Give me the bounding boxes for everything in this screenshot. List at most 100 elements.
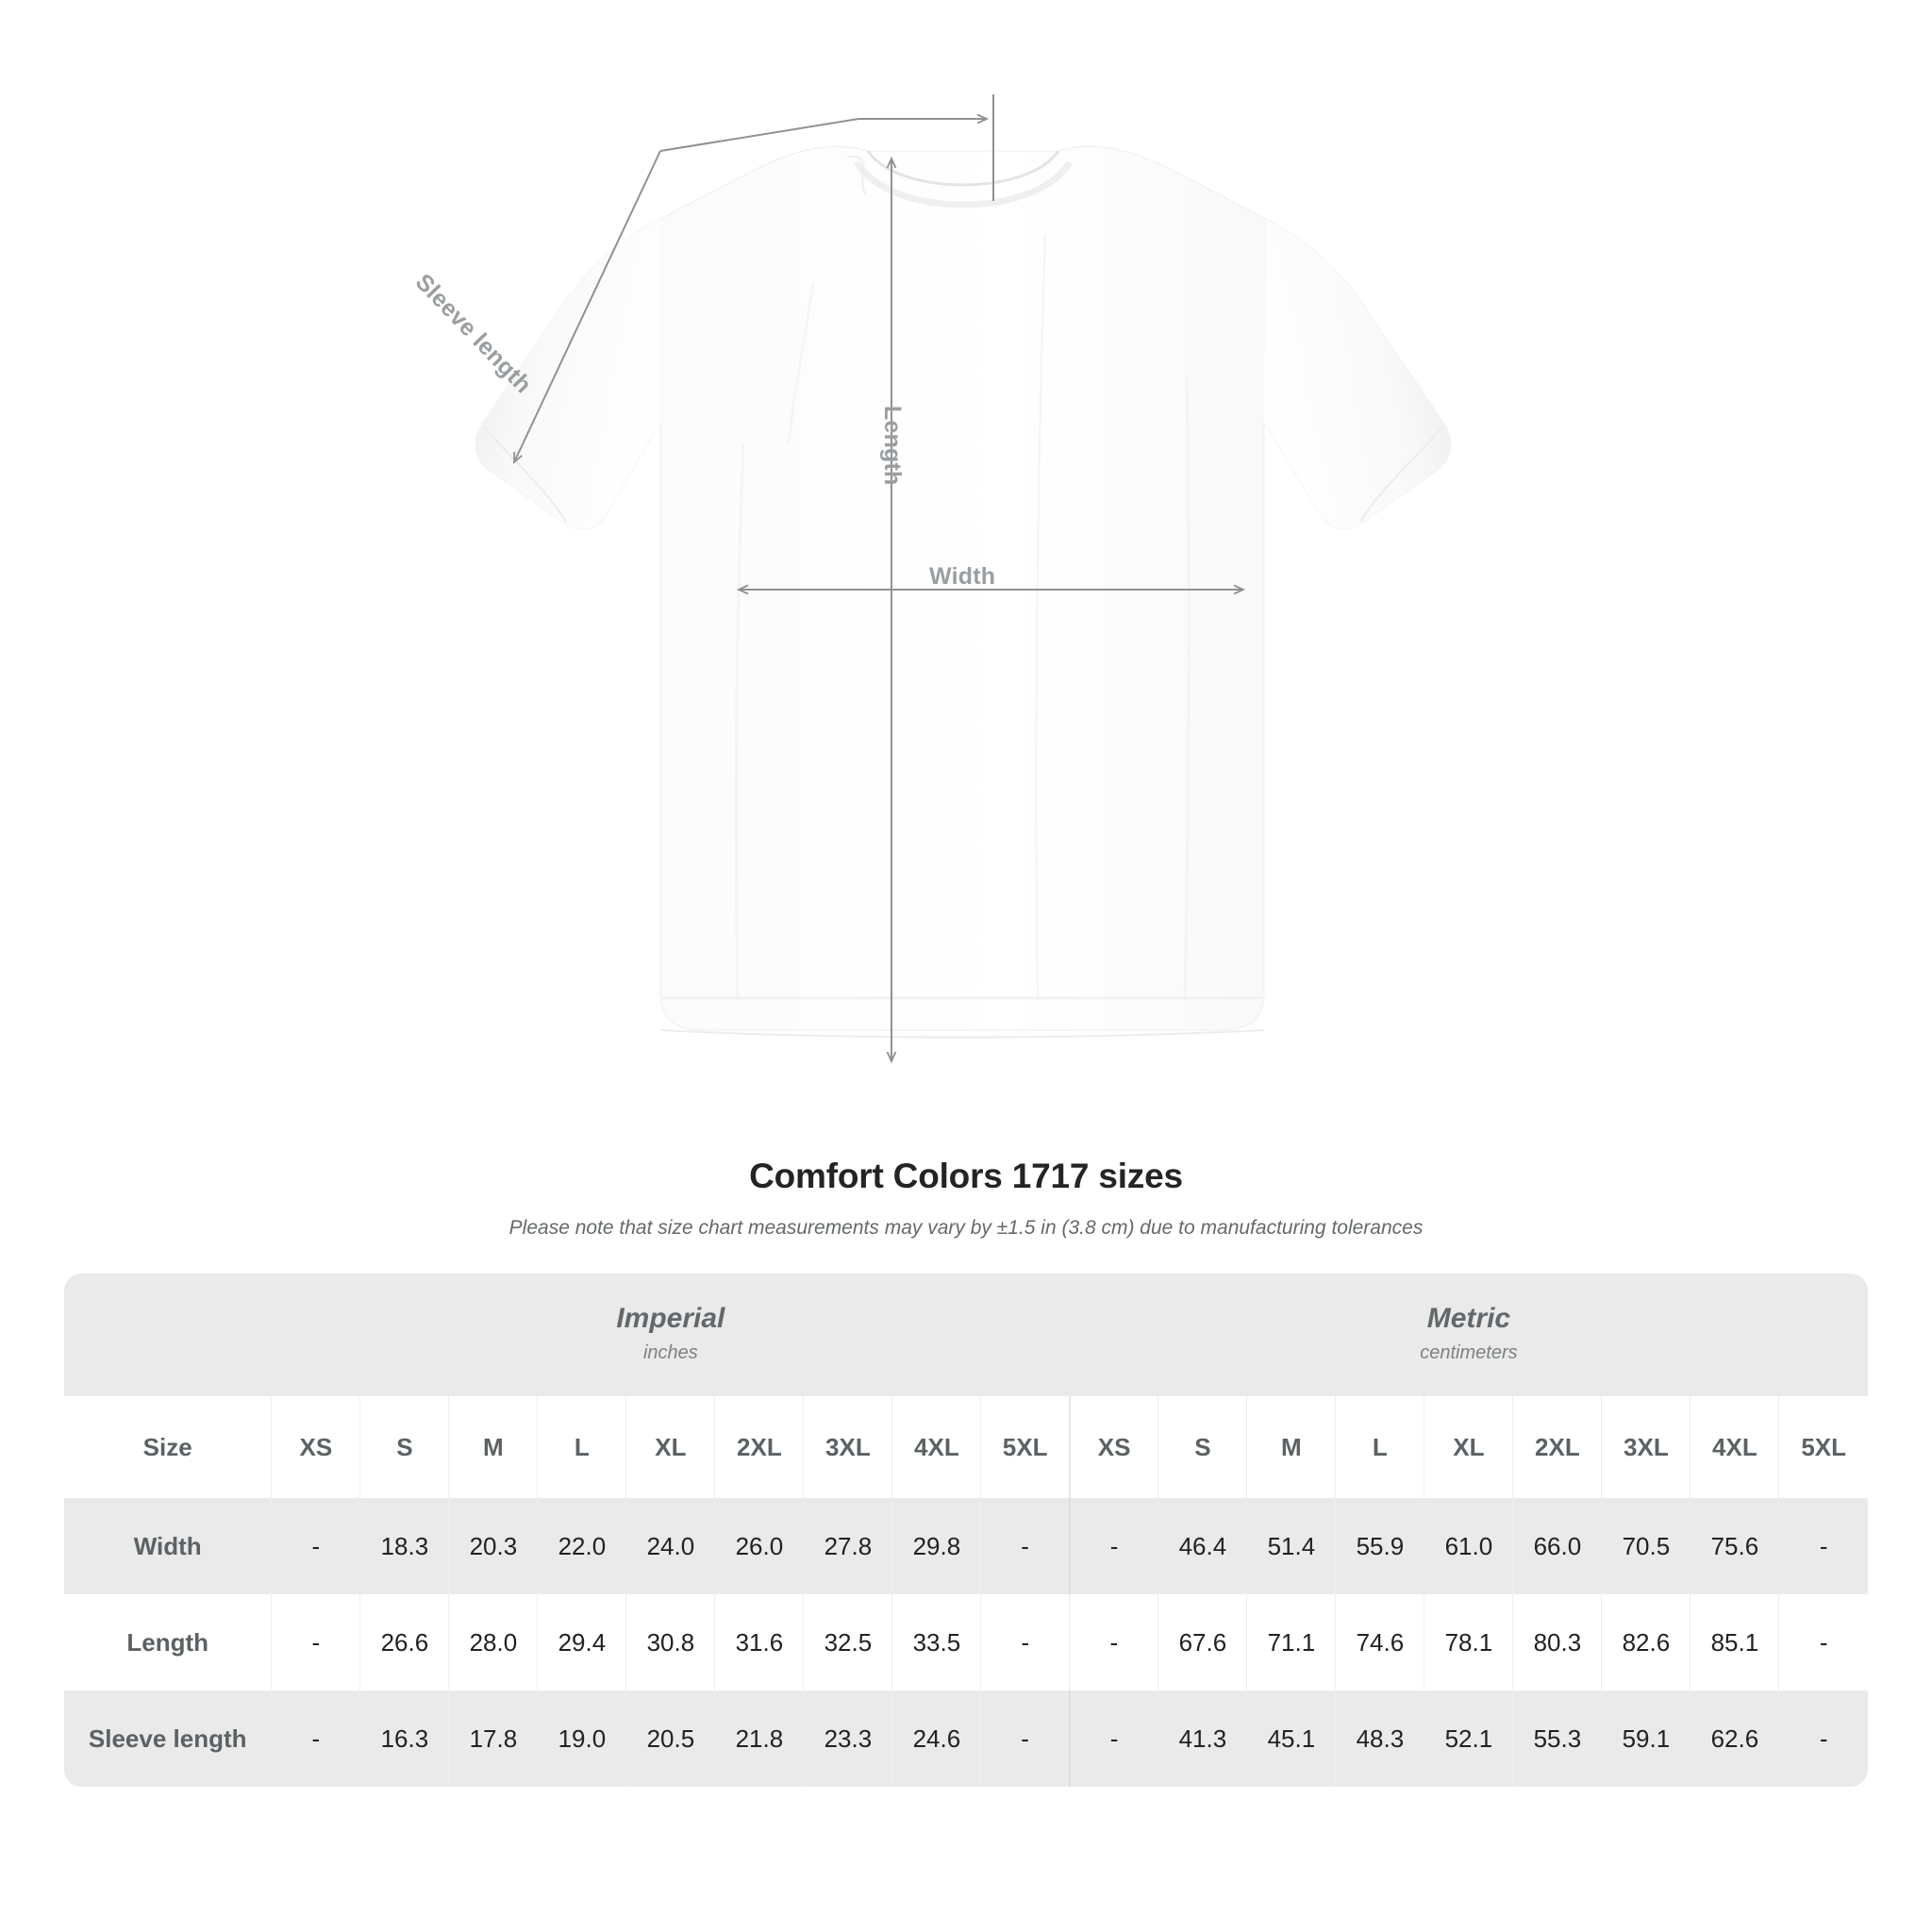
- size-header-metric-3xl: 3XL: [1601, 1396, 1690, 1498]
- cell-length-imperial-2xl: 31.6: [714, 1594, 804, 1690]
- size-header-imperial-2xl: 2XL: [714, 1396, 804, 1498]
- width-label: Width: [929, 563, 996, 590]
- cell-sleeve-length-imperial-2xl: 21.8: [714, 1690, 804, 1787]
- cell-length-imperial-s: 26.6: [359, 1594, 449, 1690]
- unit-name: Imperial: [616, 1303, 725, 1335]
- measurement-guides: [513, 94, 1246, 1064]
- cell-width-imperial-m: 20.3: [448, 1498, 538, 1594]
- cell-sleeve-length-imperial-m: 17.8: [448, 1690, 538, 1787]
- cell-sleeve-length-imperial-xs: -: [271, 1690, 360, 1787]
- size-chart-section: Comfort Colors 1717 sizes Please note th…: [0, 1123, 1932, 1787]
- chart-disclaimer: Please note that size chart measurements…: [508, 1217, 1424, 1239]
- cell-width-imperial-2xl: 26.0: [714, 1498, 804, 1594]
- size-header-imperial-5xl: 5XL: [980, 1396, 1070, 1498]
- cell-sleeve-length-imperial-s: 16.3: [359, 1690, 449, 1787]
- cell-sleeve-length-imperial-xl: 20.5: [625, 1690, 715, 1787]
- cell-sleeve-length-metric-xs: -: [1068, 1690, 1158, 1787]
- cell-length-imperial-l: 29.4: [537, 1594, 626, 1690]
- length-label: Length: [879, 406, 906, 486]
- cell-length-metric-l: 74.6: [1335, 1594, 1424, 1690]
- cell-sleeve-length-metric-m: 45.1: [1246, 1690, 1336, 1787]
- table-row: Width -18.3 20.3 22.0 24.0 26.0 27.8 29.8- -46.4…: [64, 1498, 1868, 1594]
- cell-width-metric-l: 55.9: [1335, 1498, 1424, 1594]
- size-table-container: Imperial inches Metric centimeters Size XS S M L…: [0, 1274, 1932, 1787]
- cell-length-imperial-xl: 30.8: [625, 1594, 715, 1690]
- cell-width-imperial-5xl: -: [980, 1498, 1070, 1594]
- cell-length-imperial-4xl: 33.5: [891, 1594, 981, 1690]
- cell-sleeve-length-imperial-4xl: 24.6: [891, 1690, 981, 1787]
- size-header-metric-4xl: 4XL: [1690, 1396, 1779, 1498]
- row-label-sleeve-length: Sleeve length: [64, 1690, 272, 1787]
- tshirt-illustration: Sleeve length Length Width: [410, 94, 1452, 1064]
- cell-length-metric-s: 67.6: [1158, 1594, 1247, 1690]
- cell-length-metric-4xl: 85.1: [1690, 1594, 1779, 1690]
- size-header-metric-2xl: 2XL: [1512, 1396, 1602, 1498]
- unit-header-imperial: Imperial inches: [271, 1274, 1070, 1396]
- cell-sleeve-length-metric-4xl: 62.6: [1690, 1690, 1779, 1787]
- sleeve-arrow-diagonal: [513, 150, 661, 464]
- cell-width-imperial-3xl: 27.8: [803, 1498, 892, 1594]
- cell-length-metric-xs: -: [1069, 1594, 1158, 1690]
- size-header-metric-xs: XS: [1068, 1396, 1158, 1498]
- size-header-label: Size: [64, 1396, 272, 1498]
- cell-width-metric-s: 46.4: [1158, 1498, 1247, 1594]
- unit-subtitle: centimeters: [1420, 1341, 1518, 1363]
- unit-subtitle: inches: [642, 1341, 698, 1363]
- cell-sleeve-length-metric-s: 41.3: [1158, 1690, 1247, 1787]
- tshirt-shape: [475, 145, 1452, 1039]
- cell-length-metric-xl: 78.1: [1424, 1594, 1513, 1690]
- cell-width-imperial-s: 18.3: [359, 1498, 449, 1594]
- size-header-imperial-s: S: [359, 1396, 449, 1498]
- unit-band-row: Imperial inches Metric centimeters: [64, 1274, 1868, 1396]
- cell-width-imperial-l: 22.0: [537, 1498, 626, 1594]
- cell-sleeve-length-imperial-3xl: 23.3: [803, 1690, 892, 1787]
- size-header-imperial-l: L: [537, 1396, 626, 1498]
- sleeve-elbow: [659, 118, 859, 152]
- size-header-metric-m: M: [1246, 1396, 1336, 1498]
- cell-width-metric-xl: 61.0: [1424, 1498, 1513, 1594]
- cell-sleeve-length-metric-3xl: 59.1: [1601, 1690, 1690, 1787]
- cell-width-metric-xs: -: [1068, 1498, 1158, 1594]
- table-row: Sleeve length -16.3 17.8 19.0 20.5 21.8 23.3 24…: [64, 1690, 1868, 1787]
- cell-length-imperial-5xl: -: [980, 1594, 1070, 1690]
- cell-sleeve-length-imperial-5xl: -: [980, 1690, 1070, 1787]
- size-table: Imperial inches Metric centimeters Size XS S M L…: [64, 1274, 1868, 1787]
- unit-name: Metric: [1426, 1303, 1511, 1335]
- row-label-length: Length: [64, 1594, 272, 1690]
- cell-sleeve-length-imperial-l: 19.0: [537, 1690, 626, 1787]
- cell-width-imperial-xs: -: [271, 1498, 360, 1594]
- cell-length-metric-3xl: 82.6: [1601, 1594, 1690, 1690]
- size-header-metric-xl: XL: [1424, 1396, 1513, 1498]
- cell-length-metric-5xl: -: [1778, 1594, 1868, 1690]
- size-header-imperial-m: M: [448, 1396, 538, 1498]
- unit-band-spacer: [64, 1274, 272, 1396]
- size-header-row: Size XS S M L XL 2XL 3XL 4XL 5XL XS S M L XL 2XL 3XL 4XL 5…: [64, 1396, 1868, 1498]
- cell-sleeve-length-metric-xl: 52.1: [1424, 1690, 1513, 1787]
- size-header-imperial-xl: XL: [625, 1396, 715, 1498]
- cell-sleeve-length-metric-l: 48.3: [1335, 1690, 1424, 1787]
- cell-sleeve-length-metric-2xl: 55.3: [1512, 1690, 1602, 1787]
- cell-length-imperial-3xl: 32.5: [803, 1594, 892, 1690]
- cell-width-metric-m: 51.4: [1246, 1498, 1336, 1594]
- cell-width-metric-2xl: 66.0: [1512, 1498, 1602, 1594]
- unit-header-metric: Metric centimeters: [1069, 1274, 1868, 1396]
- size-header-metric-l: L: [1335, 1396, 1424, 1498]
- cell-length-metric-m: 71.1: [1246, 1594, 1336, 1690]
- cell-width-imperial-xl: 24.0: [625, 1498, 715, 1594]
- size-header-metric-s: S: [1158, 1396, 1247, 1498]
- cell-length-imperial-xs: -: [271, 1594, 360, 1690]
- cell-length-metric-2xl: 80.3: [1512, 1594, 1602, 1690]
- cell-width-imperial-4xl: 29.8: [891, 1498, 981, 1594]
- size-header-imperial-4xl: 4XL: [891, 1396, 981, 1498]
- page-title: Comfort Colors 1717 sizes: [749, 1157, 1183, 1195]
- cell-width-metric-3xl: 70.5: [1601, 1498, 1690, 1594]
- cell-length-imperial-m: 28.0: [448, 1594, 538, 1690]
- size-header-imperial-xs: XS: [271, 1396, 360, 1498]
- cell-width-metric-5xl: -: [1778, 1498, 1868, 1594]
- tshirt-diagram-svg: [475, 94, 1452, 1064]
- size-header-imperial-3xl: 3XL: [803, 1396, 892, 1498]
- cell-width-metric-4xl: 75.6: [1690, 1498, 1779, 1594]
- row-label-width: Width: [64, 1498, 272, 1594]
- size-header-metric-5xl: 5XL: [1778, 1396, 1868, 1498]
- cell-sleeve-length-metric-5xl: -: [1778, 1690, 1868, 1787]
